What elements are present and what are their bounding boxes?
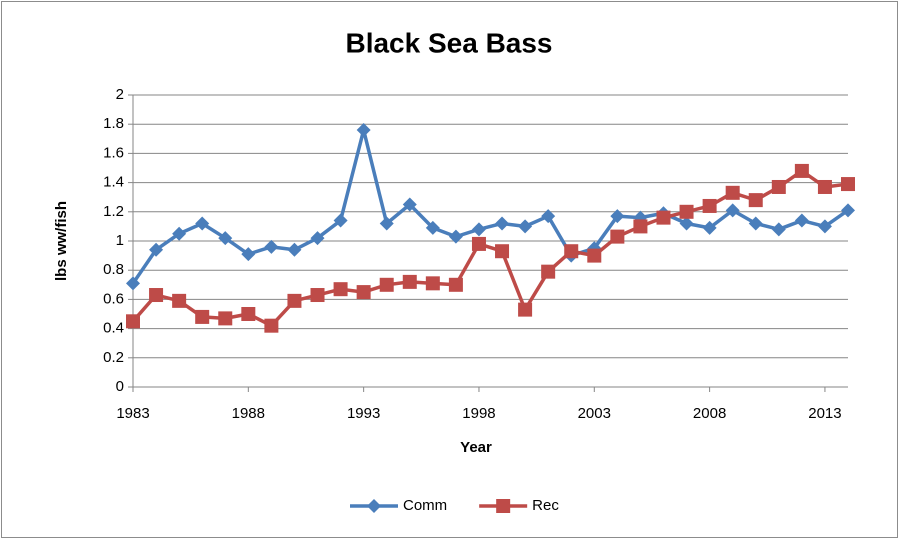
data-point (356, 123, 371, 138)
data-point (702, 198, 717, 213)
data-point (518, 219, 533, 234)
data-point (379, 216, 394, 231)
data-point (333, 282, 348, 297)
y-tick-label: 1 (116, 232, 124, 249)
data-point (725, 185, 740, 200)
data-point (425, 276, 440, 291)
data-point (172, 293, 187, 308)
y-axis-title: lbs ww/fish (53, 201, 70, 281)
x-tick-label: 2003 (578, 405, 611, 422)
data-point (564, 244, 579, 259)
data-point (841, 203, 855, 218)
data-point (794, 163, 809, 178)
data-point (541, 209, 556, 224)
x-axis-title: Year (460, 439, 492, 456)
data-point (195, 216, 210, 231)
x-tick-label: 1988 (232, 405, 265, 422)
data-point (841, 177, 855, 192)
data-point (817, 179, 832, 194)
data-point (610, 209, 625, 224)
data-point (725, 203, 740, 218)
data-point (748, 216, 763, 231)
y-tick-label: 2 (116, 86, 124, 103)
data-point (448, 229, 463, 244)
x-tick-label: 1983 (116, 405, 149, 422)
data-point (610, 229, 625, 244)
data-point (702, 220, 717, 235)
data-point (495, 216, 510, 231)
y-tick-label: 1.2 (103, 203, 124, 220)
data-point (333, 213, 348, 228)
legend-marker (496, 499, 511, 513)
data-point (425, 220, 440, 235)
data-point (587, 248, 602, 263)
data-point (264, 239, 279, 254)
data-point (218, 231, 233, 246)
data-point (748, 193, 763, 208)
legend-marker (367, 499, 381, 513)
data-point (149, 288, 164, 303)
data-point (817, 219, 832, 234)
data-point (379, 277, 394, 292)
data-point (771, 179, 786, 194)
data-point (241, 307, 256, 321)
x-tick-label: 2008 (693, 405, 726, 422)
data-point (471, 236, 486, 251)
y-tick-label: 0 (116, 378, 124, 395)
data-point (126, 314, 140, 329)
data-point (448, 277, 463, 292)
data-point (771, 222, 786, 237)
data-point (679, 216, 694, 231)
data-point (656, 210, 671, 225)
data-point (287, 242, 302, 257)
x-tick-label: 1993 (347, 405, 380, 422)
data-point (172, 226, 187, 241)
chart-title: Black Sea Bass (345, 27, 552, 58)
y-tick-label: 1.4 (103, 174, 124, 191)
data-point (287, 293, 302, 308)
data-point (241, 247, 256, 262)
data-point (310, 288, 325, 303)
data-point (402, 274, 417, 289)
y-tick-label: 0.2 (103, 349, 124, 366)
y-tick-label: 0.8 (103, 261, 124, 278)
data-point (264, 318, 279, 333)
x-tick-label: 2013 (808, 405, 841, 422)
data-point (794, 213, 809, 228)
y-tick-label: 1.8 (103, 115, 124, 132)
y-tick-label: 0.6 (103, 290, 124, 307)
data-point (126, 276, 140, 291)
x-tick-label: 1998 (462, 405, 495, 422)
data-point (679, 204, 694, 219)
data-point (633, 219, 648, 234)
data-point (495, 244, 510, 259)
legend-label: Comm (403, 497, 447, 514)
data-point (518, 302, 533, 317)
data-point (402, 197, 417, 212)
data-point (149, 242, 164, 257)
data-point (218, 311, 233, 326)
data-point (471, 222, 486, 237)
y-tick-label: 0.4 (103, 320, 124, 337)
y-tick-label: 1.6 (103, 144, 124, 161)
data-point (356, 285, 371, 300)
data-point (310, 231, 325, 246)
data-point (541, 264, 556, 279)
legend-label: Rec (532, 497, 559, 514)
data-point (195, 309, 210, 324)
